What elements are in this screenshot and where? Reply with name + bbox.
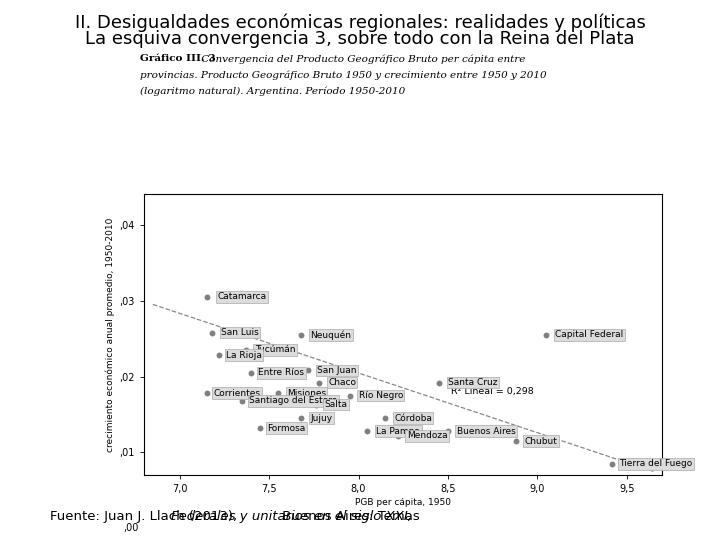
Text: (logaritmo natural). Argentina. Período 1950-2010: (logaritmo natural). Argentina. Período …	[140, 86, 405, 96]
Point	[206, 328, 217, 337]
Text: Mendoza: Mendoza	[407, 431, 447, 440]
Text: Capital Federal: Capital Federal	[555, 330, 624, 339]
Text: Chubut: Chubut	[525, 436, 557, 446]
Point	[237, 396, 248, 405]
X-axis label: PGB per cápita, 1950: PGB per cápita, 1950	[355, 498, 451, 508]
Text: Jujuy: Jujuy	[310, 414, 333, 423]
Text: Córdoba: Córdoba	[395, 414, 432, 423]
Point	[392, 431, 404, 440]
Point	[246, 368, 257, 377]
Point	[201, 293, 212, 301]
Point	[254, 424, 266, 433]
Point	[295, 330, 307, 339]
Text: Gráfico III. 3: Gráfico III. 3	[140, 54, 216, 63]
Point	[361, 427, 373, 435]
Text: La Pampa: La Pampa	[377, 427, 420, 436]
Text: Entre Ríos: Entre Ríos	[258, 368, 305, 377]
Point	[302, 366, 314, 375]
Text: Catamarca: Catamarca	[217, 292, 266, 301]
Text: Salta: Salta	[325, 400, 348, 409]
Text: Río Negro: Río Negro	[359, 391, 403, 400]
Point	[442, 427, 454, 435]
Text: San Luis: San Luis	[221, 328, 258, 337]
Point	[240, 346, 252, 354]
Text: La esquiva convergencia 3, sobre todo con la Reina del Plata: La esquiva convergencia 3, sobre todo co…	[85, 30, 635, 48]
Text: Buenos Aires: Temas: Buenos Aires: Temas	[278, 510, 420, 523]
Point	[344, 391, 356, 400]
Point	[379, 414, 391, 423]
Text: ,00: ,00	[123, 523, 139, 534]
Text: Neuquén: Neuquén	[310, 330, 351, 340]
Text: provincias. Producto Geográfico Bruto 1950 y crecimiento entre 1950 y 2010: provincias. Producto Geográfico Bruto 19…	[140, 70, 547, 80]
Text: Convergencia del Producto Geográfico Bruto per cápita entre: Convergencia del Producto Geográfico Bru…	[198, 54, 526, 64]
Text: II. Desigualdades económicas regionales: realidades y políticas: II. Desigualdades económicas regionales:…	[75, 14, 645, 32]
Text: Federales y unitarios en el siglo XXI,: Federales y unitarios en el siglo XXI,	[171, 510, 413, 523]
Text: Fuente: Juan J. Llach (2013),: Fuente: Juan J. Llach (2013),	[50, 510, 242, 523]
Y-axis label: crecimiento económico anual promedio, 1950-2010: crecimiento económico anual promedio, 19…	[106, 218, 115, 452]
Point	[295, 414, 307, 423]
Point	[606, 460, 618, 468]
Text: Santiago del Estero: Santiago del Estero	[249, 396, 338, 406]
Text: R² Lineal = 0,298: R² Lineal = 0,298	[451, 387, 534, 396]
Point	[310, 400, 321, 409]
Text: Tierra del Fuego: Tierra del Fuego	[619, 460, 693, 468]
Text: Chaco: Chaco	[328, 378, 356, 387]
Point	[213, 351, 225, 360]
Text: La Rioja: La Rioja	[226, 351, 262, 360]
Text: Misiones: Misiones	[287, 389, 326, 398]
Text: Buenos Aires: Buenos Aires	[456, 427, 516, 436]
Text: San Juan: San Juan	[318, 366, 357, 375]
Text: Corrientes: Corrientes	[214, 389, 261, 398]
Point	[201, 389, 212, 397]
Point	[541, 330, 552, 339]
Text: Tucúmán: Tucúmán	[255, 346, 295, 354]
Point	[510, 437, 521, 445]
Point	[272, 389, 284, 397]
Text: Santa Cruz: Santa Cruz	[448, 378, 498, 387]
Text: Formosa: Formosa	[267, 424, 305, 433]
Point	[433, 379, 445, 387]
Point	[313, 379, 325, 387]
